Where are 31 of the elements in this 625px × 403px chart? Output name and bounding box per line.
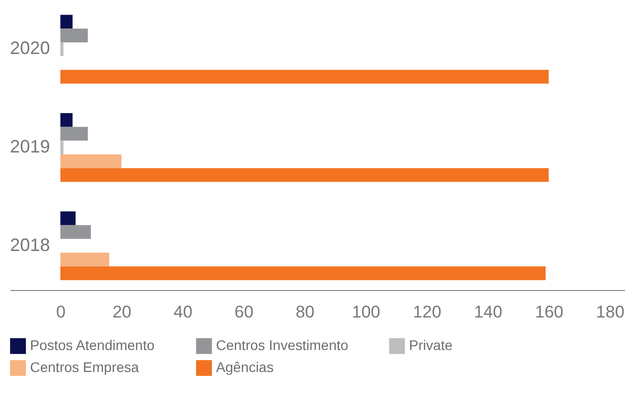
legend-label: Centros Empresa <box>30 359 140 375</box>
x-tick-label: 40 <box>173 302 192 322</box>
x-tick-label: 120 <box>412 302 442 322</box>
bar <box>60 154 122 168</box>
y-tick-label: 2019 <box>10 136 50 156</box>
x-tick-label: 60 <box>234 302 254 322</box>
x-tick-label: 20 <box>112 302 132 322</box>
x-tick-label: 100 <box>352 302 380 322</box>
legend-label: Centros Investimento <box>216 337 348 354</box>
bar <box>60 252 110 266</box>
bar <box>60 126 88 141</box>
bar <box>60 42 64 56</box>
y-tick-label: 2020 <box>10 38 50 58</box>
x-tick-label: 0 <box>56 302 66 322</box>
x-tick-label: 160 <box>535 302 564 322</box>
bar <box>60 28 88 42</box>
legend-label: Agências <box>216 359 274 375</box>
bar <box>60 14 73 29</box>
bar <box>60 211 76 226</box>
bar <box>60 140 64 154</box>
y-tick-label: 2018 <box>10 234 50 255</box>
legend-label: Postos Atendimento <box>30 337 155 354</box>
x-tick-label: 140 <box>474 302 502 322</box>
bar <box>60 225 91 239</box>
x-tick-label: 80 <box>296 302 314 322</box>
x-tick-label: 180 <box>596 302 624 322</box>
bar <box>60 168 549 182</box>
legend-label: Private <box>409 337 453 354</box>
bar <box>60 70 549 84</box>
bar <box>60 266 546 280</box>
bar <box>60 113 73 127</box>
